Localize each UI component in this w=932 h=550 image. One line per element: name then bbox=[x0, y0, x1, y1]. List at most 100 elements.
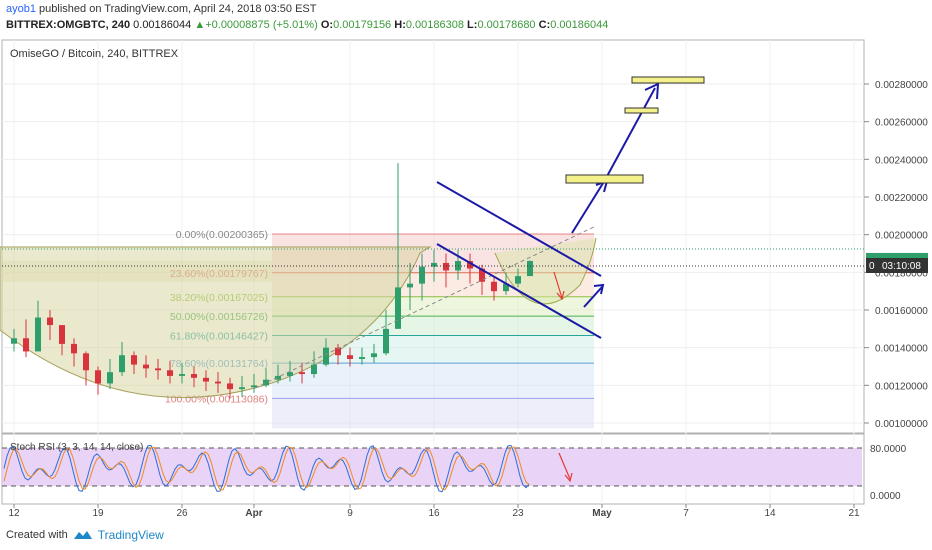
x-tick-label: 23 bbox=[512, 508, 524, 519]
candle-body bbox=[191, 374, 197, 378]
candle-body bbox=[203, 377, 209, 382]
fib-level-label: 0.00%(0.00200365) bbox=[176, 229, 268, 241]
candle-body bbox=[11, 338, 17, 344]
last-price: 0.00186044 bbox=[133, 19, 192, 31]
open-value: 0.00179156 bbox=[333, 19, 392, 31]
y-tick-label: 0.00140000 bbox=[875, 344, 928, 355]
y-tick-label: 0.00260000 bbox=[875, 118, 928, 129]
x-tick-label: May bbox=[592, 508, 612, 519]
candle-body bbox=[71, 343, 77, 354]
candle-body bbox=[35, 317, 41, 352]
red-arrow-price bbox=[553, 271, 565, 301]
tradingview-logo-icon bbox=[73, 531, 92, 539]
up-triangle-icon: ▲ bbox=[194, 19, 206, 31]
candle-body bbox=[251, 385, 257, 388]
publish-info: ayob1 published on TradingView.com, Apri… bbox=[6, 3, 316, 15]
candle-body bbox=[467, 261, 473, 269]
y-tick-label: 0.00220000 bbox=[875, 193, 928, 204]
x-tick-label: Apr bbox=[245, 508, 262, 519]
candle-body bbox=[227, 383, 233, 390]
chart-title: OmiseGO / Bitcoin, 240, BITTREX bbox=[10, 48, 179, 60]
y-tick-label: 0.00100000 bbox=[875, 419, 928, 430]
symbol-label: BITTREX:OMGBTC, 240 bbox=[6, 19, 131, 31]
y-tick-label: 0.00180000 bbox=[875, 268, 928, 279]
open-label: O: bbox=[320, 19, 334, 31]
rsi-y-tick-label: 0.0000 bbox=[870, 491, 901, 502]
target-box-1 bbox=[565, 174, 644, 184]
candle-body bbox=[287, 372, 293, 376]
fib-band bbox=[272, 398, 594, 429]
tradingview-link[interactable]: TradingView bbox=[97, 528, 164, 542]
countdown-overlay bbox=[880, 259, 928, 272]
candle-body bbox=[491, 281, 497, 292]
countdown-text: 03:10:08 bbox=[882, 261, 921, 272]
candle-body bbox=[299, 372, 305, 375]
close-value: 0.00186044 bbox=[550, 19, 609, 31]
price-axis[interactable]: 0.00100000 0.00120000 0.00140000 0.00160000… bbox=[864, 80, 928, 430]
candle-body bbox=[155, 368, 161, 371]
stoch-rsi-pane: 80.0000 0.0000 bbox=[2, 444, 907, 502]
candle-body bbox=[95, 370, 101, 384]
author-link[interactable]: ayob1 bbox=[6, 3, 36, 15]
candle-body bbox=[407, 283, 413, 288]
handle-curve bbox=[494, 237, 597, 305]
footer: Created with TradingView bbox=[6, 528, 164, 542]
y-tick-label: 0.00120000 bbox=[875, 381, 928, 392]
candle-body bbox=[47, 317, 53, 326]
candle-body bbox=[215, 381, 221, 384]
candle-body bbox=[239, 387, 245, 390]
candle-body bbox=[311, 364, 317, 375]
channel-lower-line bbox=[436, 243, 602, 339]
candle-body bbox=[503, 283, 509, 292]
candle-body bbox=[275, 375, 281, 380]
candle-body bbox=[383, 328, 389, 354]
candle-body bbox=[515, 276, 521, 284]
target-boxes bbox=[565, 76, 705, 184]
stoch-d-line bbox=[3, 446, 530, 491]
candle-body bbox=[167, 370, 173, 376]
target-box-2 bbox=[624, 107, 659, 114]
x-tick-label: 26 bbox=[176, 508, 188, 519]
candle-body bbox=[527, 260, 533, 277]
time-axis[interactable]: 12 19 26 Apr 9 16 23 May 7 14 21 bbox=[8, 504, 860, 519]
candle-body bbox=[107, 372, 113, 384]
indicator-label: Stoch RSI (3, 3, 14, 14, close) bbox=[10, 442, 143, 453]
rebound-arrow bbox=[583, 286, 603, 308]
candle-body bbox=[119, 355, 125, 373]
x-tick-label: 9 bbox=[347, 508, 353, 519]
candle-body bbox=[359, 357, 365, 359]
x-tick-label: 21 bbox=[848, 508, 860, 519]
arrowhead-top-icon bbox=[644, 82, 660, 100]
candle-body bbox=[479, 268, 485, 282]
stoch-k-line bbox=[3, 444, 530, 493]
candle-body bbox=[83, 353, 89, 371]
candle-body bbox=[263, 379, 269, 386]
countdown-price-text: 0 bbox=[869, 261, 875, 272]
candle-body bbox=[131, 355, 137, 365]
fib-band bbox=[272, 363, 594, 399]
x-tick-label: 12 bbox=[8, 508, 20, 519]
low-label: L: bbox=[467, 19, 478, 31]
x-tick-label: 7 bbox=[683, 508, 689, 519]
published-text: published on TradingView.com, April 24, … bbox=[39, 3, 317, 15]
candle-body bbox=[395, 287, 401, 329]
created-with-label: Created with bbox=[6, 529, 68, 541]
y-tick-label: 0.00160000 bbox=[875, 306, 928, 317]
candle-body bbox=[419, 266, 425, 284]
candle-body bbox=[335, 347, 341, 356]
high-value: 0.00186308 bbox=[405, 19, 464, 31]
low-value: 0.00178680 bbox=[477, 19, 536, 31]
red-arrow-rsi bbox=[558, 452, 573, 483]
x-tick-label: 16 bbox=[428, 508, 440, 519]
close-label: C: bbox=[538, 19, 551, 31]
y-tick-label: 0.00240000 bbox=[875, 155, 928, 166]
y-tick-label: 0.00200000 bbox=[875, 231, 928, 242]
target-box-3 bbox=[631, 76, 705, 84]
x-tick-label: 14 bbox=[764, 508, 776, 519]
candle-body bbox=[431, 262, 437, 267]
x-tick-label: 19 bbox=[92, 508, 104, 519]
price-change: +0.00008875 (+5.01%) bbox=[205, 19, 318, 31]
candle-body bbox=[347, 355, 353, 359]
candle-body bbox=[323, 347, 329, 365]
